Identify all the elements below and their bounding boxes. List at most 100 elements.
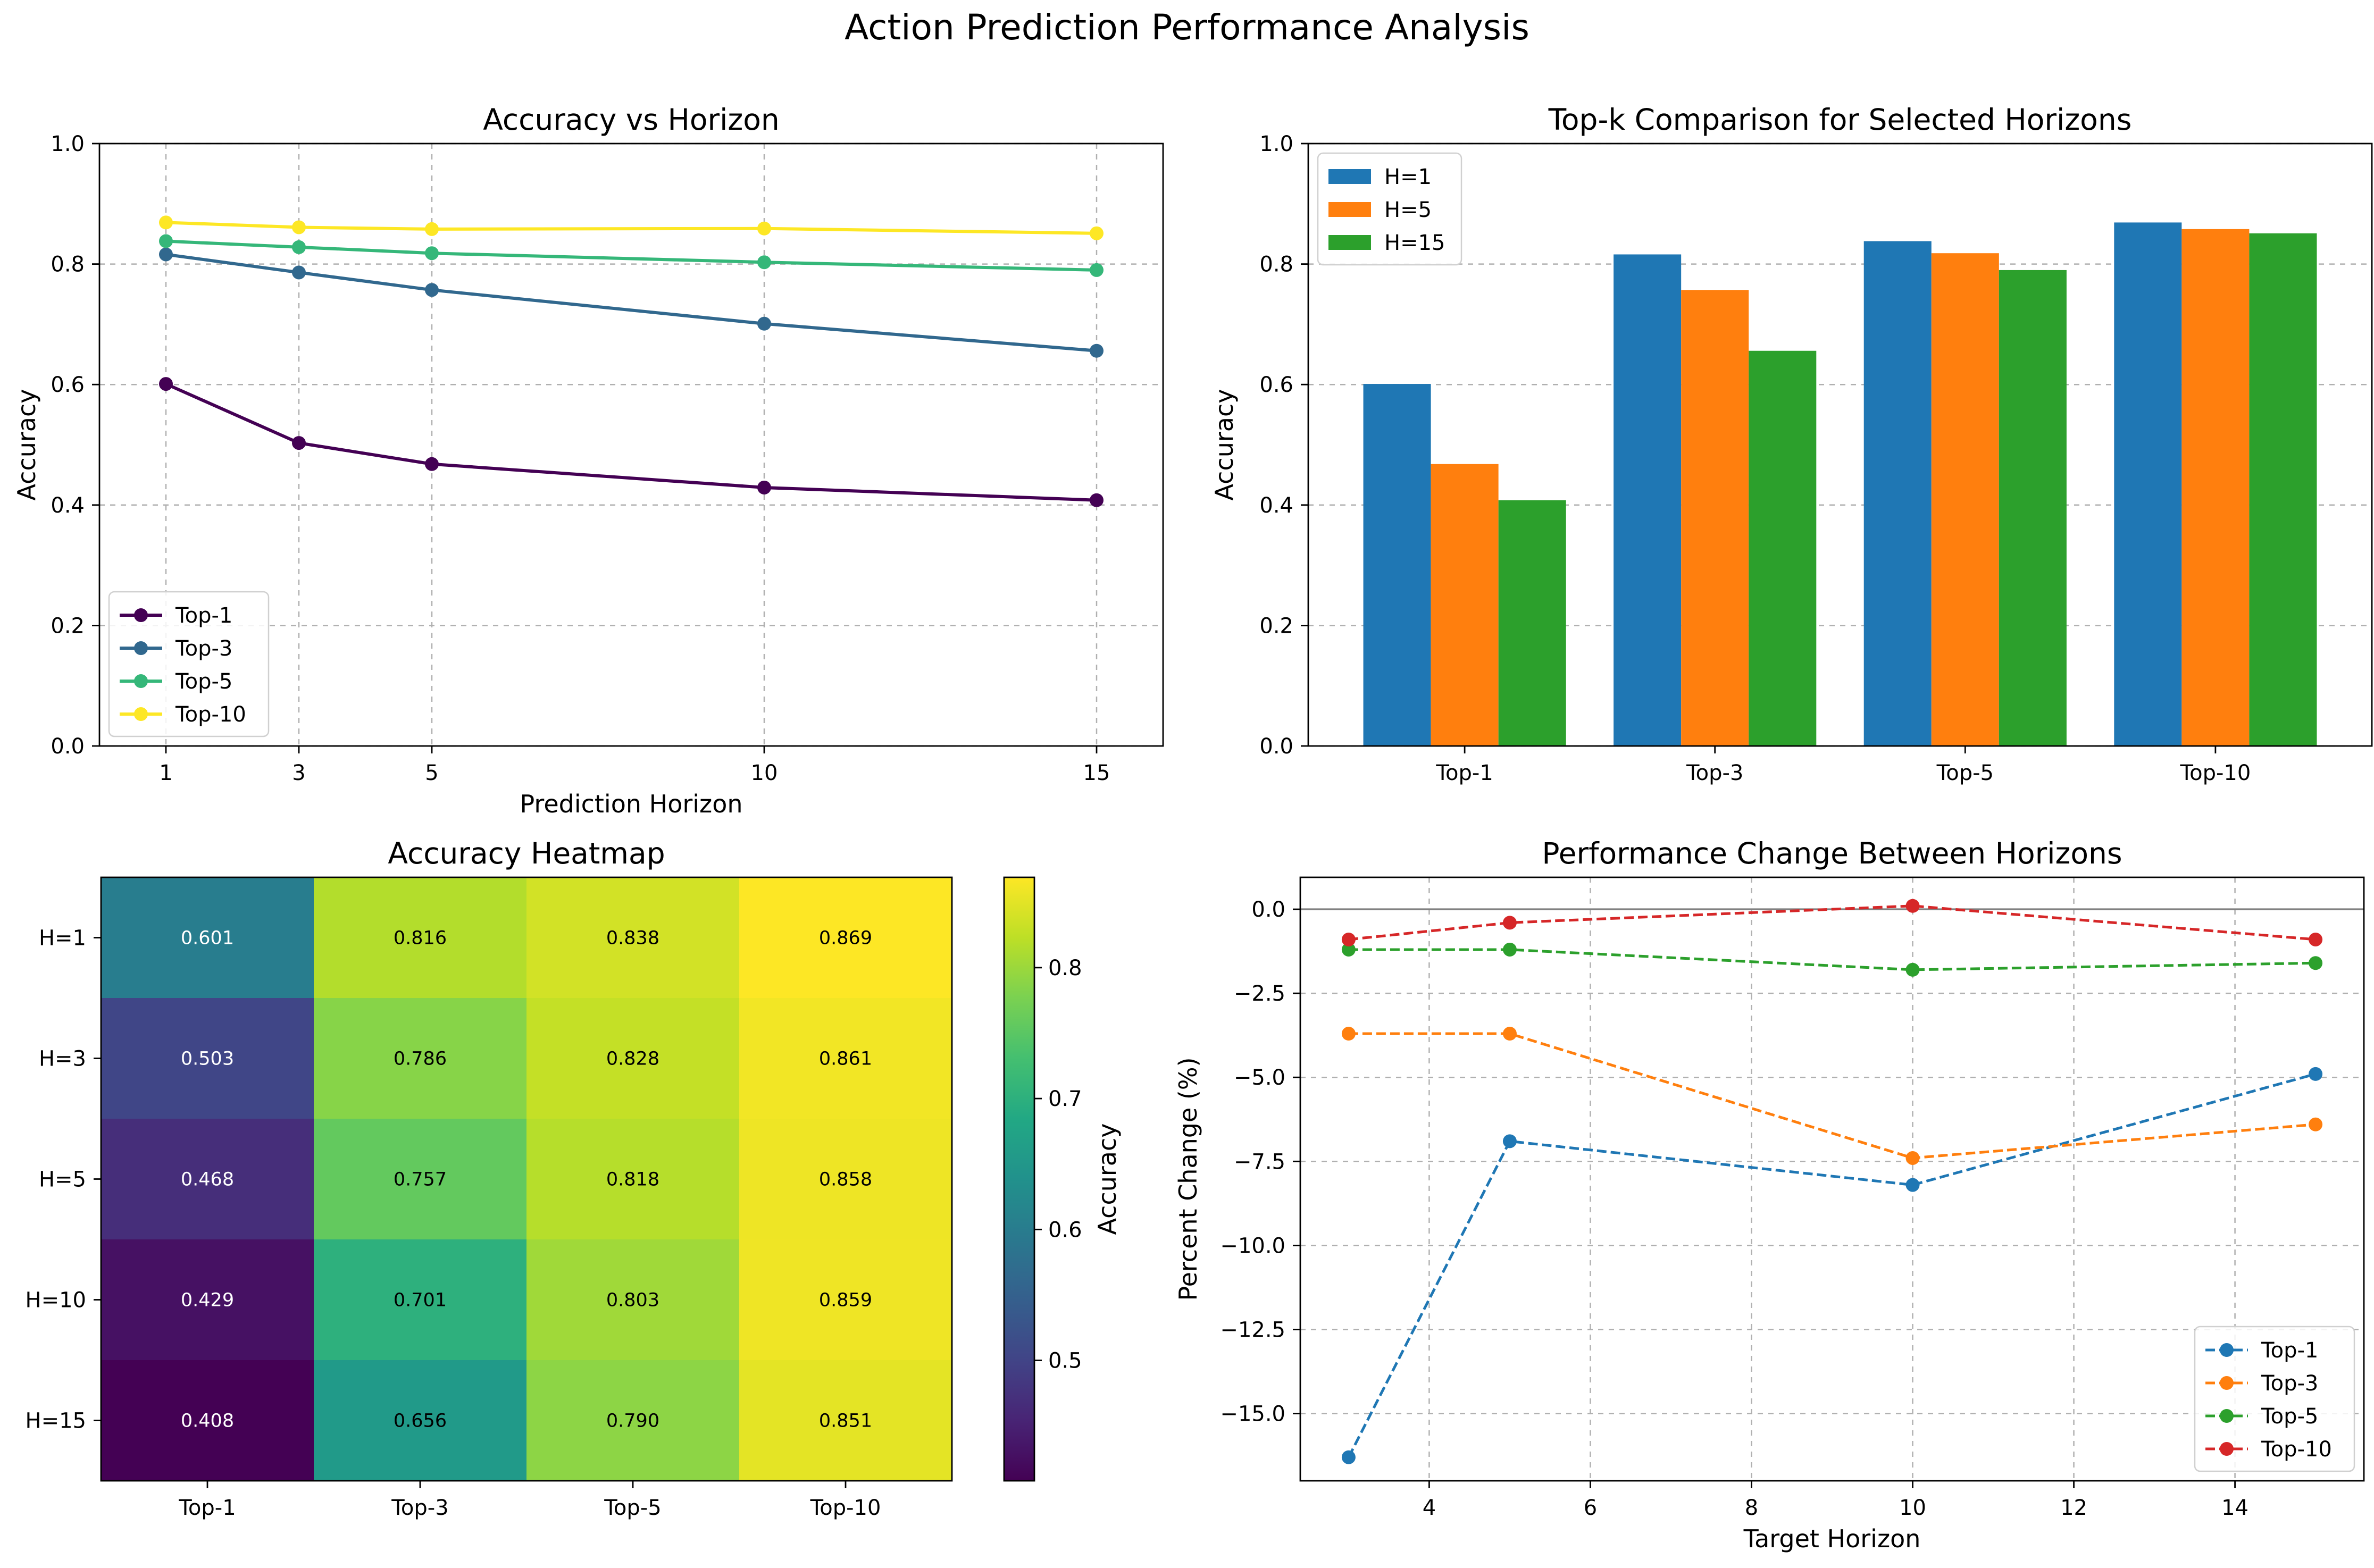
- colorbar-tick-label: 0.7: [1048, 1087, 1082, 1111]
- bar-h-5-top-5: [1931, 253, 1999, 746]
- bar-h-15-top-3: [1749, 350, 1817, 746]
- series-h-1: [1363, 222, 2182, 747]
- data-point: [2309, 1117, 2323, 1131]
- cell-value-label: 0.790: [606, 1411, 659, 1432]
- heatmap-cell: [739, 1239, 952, 1361]
- colorbar-label: Accuracy: [1093, 1123, 1122, 1235]
- heatmap-cell: [314, 1360, 527, 1481]
- cell-value-label: 0.828: [606, 1049, 659, 1070]
- y-tick-label: −5.0: [1234, 1066, 1285, 1090]
- data-point: [1341, 942, 1356, 957]
- data-point: [292, 220, 306, 234]
- data-point: [2309, 1067, 2323, 1081]
- legend-swatch: [1328, 235, 1371, 250]
- heatmap-cell: [101, 1360, 314, 1481]
- cell-value-label: 0.468: [181, 1169, 234, 1190]
- colorbar-tick-label: 0.5: [1048, 1348, 1082, 1373]
- data-point: [1341, 1027, 1356, 1041]
- y-tick-label: −2.5: [1234, 982, 1285, 1006]
- heatmap-accuracy: 0.601 0.816 0.838 0.869 0.503 0.786 0.828 0.861…: [26, 836, 1122, 1520]
- colorbar: [1004, 877, 1034, 1481]
- data-point: [1090, 226, 1104, 240]
- x-tick-label: 10: [1899, 1496, 1926, 1520]
- data-point: [1502, 1134, 1517, 1148]
- legend-label: Top-1: [2261, 1338, 2318, 1363]
- x-tick-label: 10: [751, 761, 778, 785]
- y-tick-label: −12.5: [1220, 1318, 1285, 1342]
- plot-frame: [1307, 142, 2373, 747]
- bar-h-1-top-3: [1614, 254, 1682, 746]
- x-tick-label: Top-1: [1435, 761, 1493, 785]
- data-point: [1905, 962, 1920, 977]
- series-top-1: [159, 377, 1104, 507]
- x-tick-label: Top-10: [2179, 761, 2251, 785]
- y-axis-label: Accuracy: [12, 389, 41, 500]
- x-tick-label: 5: [425, 761, 438, 785]
- grid-lines: [1300, 877, 2364, 1481]
- data-point: [292, 436, 306, 450]
- chart-title: Accuracy Heatmap: [388, 836, 665, 870]
- data-point: [757, 316, 771, 331]
- cell-value-label: 0.429: [181, 1290, 234, 1311]
- bar-h-5-top-3: [1681, 290, 1749, 746]
- y-tick-label: 0.0: [51, 734, 85, 759]
- legend-marker: [2220, 1376, 2234, 1390]
- legend-marker: [134, 674, 148, 688]
- bar-h-5-top-1: [1431, 464, 1499, 746]
- bar-chart-topk-comparison: Top-1 Top-3 Top-5 Top-10 0.0 0.2 0.4 0.6 0.8 1.0 T…: [1210, 103, 2373, 785]
- bar-h-1-top-10: [2114, 222, 2182, 747]
- bar-h-15-top-1: [1498, 500, 1566, 746]
- cell-value-label: 0.816: [394, 928, 447, 949]
- heatmap-cell: [526, 1119, 740, 1240]
- x-tick-label: Top-10: [810, 1496, 881, 1520]
- legend-swatch: [1328, 169, 1371, 184]
- data-point: [1905, 1178, 1920, 1192]
- colorbar-tick-label: 0.8: [1048, 956, 1082, 980]
- legend: Top-1 Top-3 Top-5 Top-10: [108, 591, 270, 737]
- cell-value-label: 0.503: [181, 1049, 234, 1070]
- data-point: [159, 377, 173, 391]
- x-tick-label: 12: [2060, 1496, 2087, 1520]
- y-tick-label: H=10: [26, 1288, 87, 1313]
- legend-marker: [2220, 1343, 2234, 1357]
- cell-value-label: 0.757: [394, 1169, 447, 1190]
- chart-title: Performance Change Between Horizons: [1542, 836, 2122, 870]
- heatmap-cell: [101, 1239, 314, 1361]
- cell-value-label: 0.408: [181, 1411, 234, 1432]
- data-point: [2309, 956, 2323, 970]
- legend-marker: [134, 707, 148, 721]
- legend-label: H=15: [1384, 231, 1445, 255]
- bar-h-15-top-5: [1999, 270, 2067, 746]
- cell-value-label: 0.786: [394, 1049, 447, 1070]
- legend-label: Top-1: [175, 603, 232, 628]
- legend-marker: [134, 608, 148, 622]
- legend-label: H=5: [1384, 198, 1432, 222]
- series-line-top-5: [1348, 948, 2316, 971]
- data-point: [757, 480, 771, 494]
- legend-box: [108, 591, 270, 737]
- series-line-top-10: [1348, 904, 2316, 941]
- colorbar-frame: [1003, 876, 1035, 1482]
- legend: Top-1 Top-3 Top-5 Top-10: [2194, 1326, 2355, 1472]
- y-tick-label: 0.4: [51, 493, 85, 518]
- y-tick-label: −10.0: [1220, 1234, 1285, 1258]
- chart-title: Top-k Comparison for Selected Horizons: [1548, 103, 2132, 137]
- heatmap-cell: [739, 877, 952, 999]
- cell-value-label: 0.818: [606, 1169, 659, 1190]
- heatmap-cell: [101, 1119, 314, 1240]
- heatmap-cell: [739, 1119, 952, 1240]
- y-tick-label: H=5: [39, 1168, 86, 1192]
- data-point: [292, 240, 306, 254]
- heatmap-cell: [526, 877, 740, 999]
- data-point: [159, 234, 173, 248]
- data-point: [1090, 493, 1104, 507]
- cell-value-label: 0.851: [819, 1411, 872, 1432]
- data-point: [425, 246, 439, 261]
- data-point: [1905, 1151, 1920, 1165]
- series-top-5: [159, 234, 1104, 277]
- colorbar-tick-label: 0.6: [1048, 1218, 1082, 1242]
- cell-value-label: 0.859: [819, 1290, 872, 1311]
- heatmap-cell: [101, 877, 314, 999]
- y-axis-label: Accuracy: [1210, 389, 1239, 500]
- y-tick-label: −7.5: [1234, 1150, 1285, 1174]
